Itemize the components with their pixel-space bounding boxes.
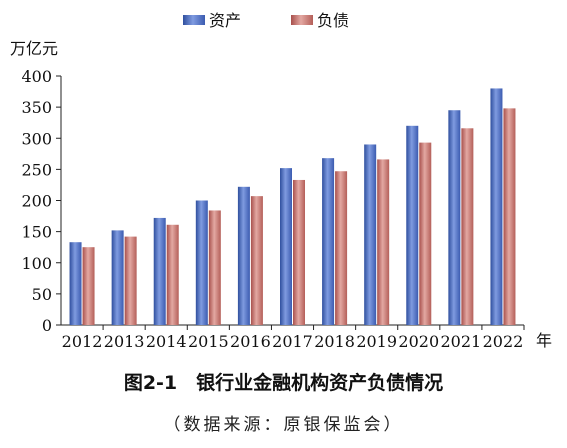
x-tick-label: 2020 (398, 332, 439, 351)
y-axis: 0 50 100 150 200 250 300 350 400 (21, 67, 62, 335)
x-tick-label: 2015 (188, 332, 229, 351)
bar-liabilities-2022 (503, 108, 516, 326)
x-tick-label: 2017 (272, 332, 313, 351)
bar-liabilities-2012 (82, 247, 95, 325)
bar-liabilities-2016 (250, 196, 263, 325)
bar-liabilities-2021 (461, 128, 474, 325)
legend-label-liabilities: 负债 (317, 11, 349, 30)
bar-assets-2022 (490, 88, 503, 325)
x-tick-label: 2016 (230, 332, 271, 351)
legend-swatch-liabilities (291, 15, 313, 25)
y-tick-label: 300 (21, 129, 52, 148)
y-tick-label: 0 (42, 316, 52, 335)
y-tick-label: 100 (21, 254, 52, 273)
bar-liabilities-2015 (208, 210, 221, 325)
x-axis: 2012 2013 2014 2015 2016 2017 2018 2019 2020 2021… (61, 324, 525, 351)
y-tick-label: 350 (21, 98, 52, 117)
bar-assets-2013 (111, 230, 124, 325)
bar-assets-2018 (322, 158, 335, 325)
figure-caption: 图2-1 银行业金融机构资产负债情况 (123, 372, 444, 394)
bar-liabilities-2013 (124, 236, 137, 325)
y-axis-unit-label: 万亿元 (10, 39, 58, 58)
x-tick-label: 2012 (62, 332, 103, 351)
data-source-note: （数据来源：原银保监会） (163, 415, 404, 435)
x-tick-label: 2013 (104, 332, 145, 351)
legend-swatch-assets (183, 15, 205, 25)
bar-assets-2021 (448, 110, 461, 325)
bar-liabilities-2018 (335, 171, 348, 325)
bar-liabilities-2019 (377, 159, 390, 325)
bar-liabilities-2017 (293, 179, 305, 325)
y-tick-label: 50 (32, 285, 52, 304)
bars (69, 88, 516, 326)
y-tick-label: 150 (21, 223, 52, 242)
y-tick-label: 250 (21, 160, 52, 179)
legend-label-assets: 资产 (209, 11, 241, 30)
bar-assets-2016 (237, 186, 250, 325)
x-tick-label: 2014 (146, 332, 187, 351)
bar-assets-2015 (195, 200, 208, 325)
x-tick-label: 2022 (483, 332, 524, 351)
bar-liabilities-2020 (419, 142, 432, 325)
legend: 资产 负债 (183, 11, 349, 30)
bar-assets-2014 (153, 217, 166, 325)
x-tick-label: 2019 (356, 332, 397, 351)
bar-assets-2020 (406, 125, 419, 325)
bar-liabilities-2014 (166, 224, 179, 325)
bar-assets-2017 (280, 168, 292, 325)
x-tick-label: 2021 (441, 332, 482, 351)
x-tick-label: 2018 (314, 332, 355, 351)
bar-assets-2012 (69, 242, 82, 325)
y-tick-label: 200 (21, 192, 52, 211)
y-tick-label: 400 (21, 67, 52, 86)
x-axis-unit-label: 年 (536, 331, 552, 350)
bar-assets-2019 (364, 144, 377, 325)
